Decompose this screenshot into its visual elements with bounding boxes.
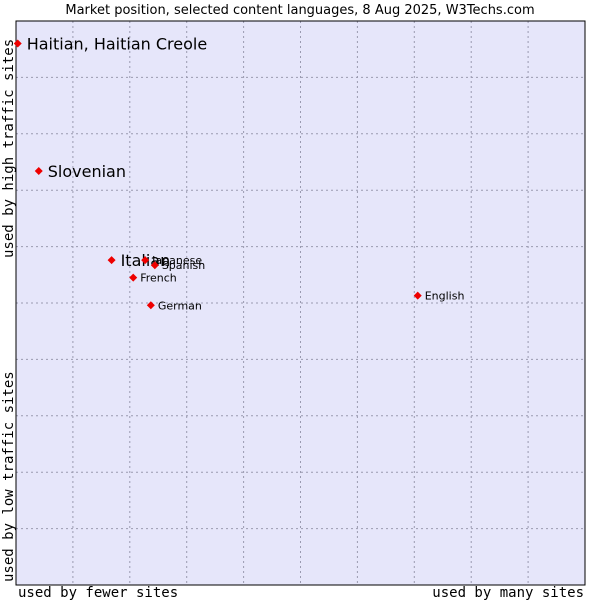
data-point: English	[413, 290, 465, 303]
point-marker	[413, 291, 422, 300]
point-marker	[129, 273, 138, 282]
point-label: German	[158, 299, 202, 312]
data-point: Japanese	[141, 254, 202, 267]
point-label: Japanese	[151, 254, 202, 267]
plot-border	[15, 20, 586, 586]
point-marker	[150, 261, 159, 270]
data-point: Slovenian	[34, 162, 126, 181]
point-marker	[107, 256, 116, 265]
x-axis-label-right: used by many sites	[432, 585, 584, 600]
point-label: English	[425, 290, 465, 303]
data-point: Haitian, Haitian Creole	[13, 35, 207, 54]
point-marker	[34, 167, 43, 176]
y-axis-label-top: used by high traffic sites	[1, 39, 17, 258]
data-point: Spanish	[150, 259, 205, 272]
point-marker	[141, 256, 150, 265]
point-label: French	[140, 272, 177, 285]
chart-title: Market position, selected content langua…	[65, 3, 534, 18]
point-label: Spanish	[162, 259, 205, 272]
y-axis-label-bottom: used by low traffic sites	[1, 371, 17, 582]
grid-lines	[16, 21, 585, 585]
x-axis-label-left: used by fewer sites	[18, 585, 178, 600]
data-points: Haitian, Haitian CreoleSlovenianItalianJ…	[13, 35, 465, 312]
point-label: Slovenian	[48, 162, 126, 181]
point-marker	[146, 301, 155, 310]
data-point: French	[129, 272, 177, 285]
point-label: Haitian, Haitian Creole	[27, 35, 207, 54]
point-marker	[13, 39, 22, 48]
data-point: German	[146, 299, 202, 312]
